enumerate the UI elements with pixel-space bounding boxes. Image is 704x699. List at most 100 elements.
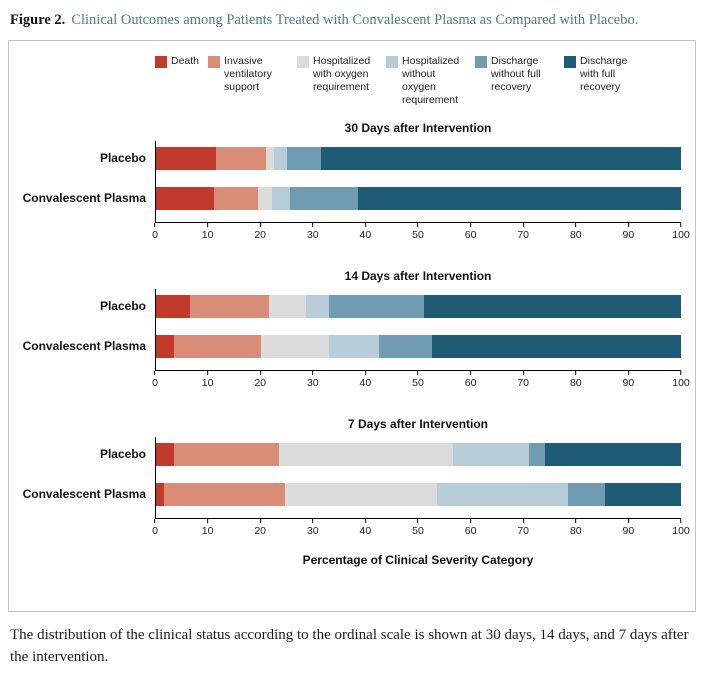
panel-body: Placebo Convalescent Plasma 0 10 20 30 40 50 60 7… [17,141,690,247]
axis-tick: 100 [672,371,690,389]
tick-mark [259,371,261,376]
panel-title: 30 Days after Intervention [344,121,492,136]
y-axis-labels: Placebo Convalescent Plasma [17,289,155,395]
legend-item-discharge-without-full-recovery: Discharge without full recovery [475,55,555,94]
legend-swatch-icon [297,55,310,68]
bar-placebo-30-days-after-intervention [156,147,681,171]
x-axis-title: Percentage of Clinical Severity Category [302,553,534,568]
tick-mark [364,519,366,524]
legend-label: Discharge without full recovery [491,54,541,93]
segment-death [156,147,216,171]
legend-swatch-icon [155,55,167,68]
tick-mark [627,223,629,228]
segment-hospitalized-without-oxygen-requirement [271,187,290,211]
segment-hospitalized-without-oxygen-requirement [436,483,569,507]
segment-hospitalized-without-oxygen-requirement [305,295,330,319]
segment-discharge-with-full-recovery [423,295,681,319]
x-axis: 0 10 20 30 40 50 60 70 80 90 100 [152,222,690,247]
tick-label: 30 [306,229,319,242]
segment-hospitalized-without-oxygen-requirement [329,335,380,359]
tick-label: 30 [306,377,319,390]
axis-tick: 100 [672,223,690,241]
panel-body: Placebo Convalescent Plasma 0 10 20 30 40 50 60 7… [17,437,690,543]
legend-swatch-icon [208,55,221,68]
tick-label: 60 [464,377,477,390]
axis-tick: 90 [622,371,635,390]
tick-mark [522,371,524,376]
tick-label: 100 [672,525,690,538]
bars [155,437,681,519]
axis-tick: 10 [202,371,213,389]
axis-tick: 10 [201,223,214,242]
axis-tick: 100 [672,519,690,537]
bar-placebo-14-days-after-intervention [156,295,681,319]
bar-convalescent-plasma-14-days-after-intervention [156,335,681,359]
tick-mark [259,519,261,524]
legend-swatch-icon [564,55,577,68]
axis-tick: 0 [152,223,158,241]
segment-death [156,335,175,359]
axis-tick: 40 [360,371,371,389]
axis-tick: 30 [307,223,319,241]
legend-label: Discharge with full recovery [580,54,628,93]
axis-tick: 90 [623,223,634,241]
tick-label: 10 [201,229,214,242]
segment-death [156,443,175,467]
figure-caption: The distribution of the clinical status … [10,626,689,666]
tick-mark [680,223,682,228]
axis-tick: 30 [307,371,319,389]
plot-area: 0 10 20 30 40 50 60 70 80 90 100 [152,141,690,247]
panel-30-days-after-intervention: 30 Days after Intervention Placebo Convale… [17,121,690,247]
tick-mark [364,371,366,376]
segment-discharge-with-full-recovery [358,187,681,211]
segment-discharge-without-full-recovery [289,187,359,211]
tick-label: 100 [672,377,690,390]
tick-mark [154,223,156,228]
tick-label: 80 [569,377,582,390]
tick-mark [312,519,314,524]
tick-mark [312,223,314,228]
tick-label: 0 [152,377,158,390]
bars [155,141,681,223]
figure-label: Figure 2. [10,12,66,28]
figure-title: Figure 2. Clinical Outcomes among Patient… [8,8,696,40]
legend-item-invasive-ventilatory-support: Invasive ventilatory support [208,55,288,94]
axis-tick: 40 [359,223,372,242]
axis-tick: 50 [412,223,424,241]
tick-mark [470,223,472,228]
axis-tick: 70 [517,223,529,241]
axis-tick: 70 [517,371,529,389]
tick-mark [470,519,472,524]
legend-swatch-icon [475,55,488,68]
tick-label: 70 [517,525,530,538]
axis-tick: 60 [465,223,476,241]
legend-item-hospitalized-with-oxygen-requirement: Hospitalized with oxygen requirement [297,55,377,94]
legend-label: Hospitalized without oxygen requirement [402,54,460,107]
y-axis-labels: Placebo Convalescent Plasma [17,141,155,247]
tick-label: 70 [517,377,530,390]
panel-title: 7 Days after Intervention [347,417,489,432]
panel-body: Placebo Convalescent Plasma 0 10 20 30 40 50 60 7… [17,289,690,395]
segment-hospitalized-with-oxygen-requirement [284,483,437,507]
tick-label: 40 [359,229,372,242]
tick-label: 90 [622,377,635,390]
axis-tick: 90 [623,519,634,537]
segment-discharge-without-full-recovery [379,335,432,359]
segment-hospitalized-without-oxygen-requirement [452,443,529,467]
axis-tick: 10 [201,519,214,538]
segment-discharge-with-full-recovery [604,483,681,507]
tick-label: 10 [201,525,214,538]
tick-mark [627,519,629,524]
axis-tick: 20 [254,223,266,241]
segment-death [156,295,191,319]
bar-convalescent-plasma-30-days-after-intervention [156,187,681,211]
row-label-placebo: Placebo [99,447,146,462]
segment-death [156,483,164,507]
tick-mark [680,371,682,376]
axis-tick: 0 [152,519,158,537]
tick-mark [154,371,156,376]
segment-discharge-without-full-recovery [287,147,322,171]
row-label-convalescent-plasma: Convalescent Plasma [22,191,146,206]
segment-discharge-without-full-recovery [329,295,424,319]
tick-label: 20 [254,229,267,242]
